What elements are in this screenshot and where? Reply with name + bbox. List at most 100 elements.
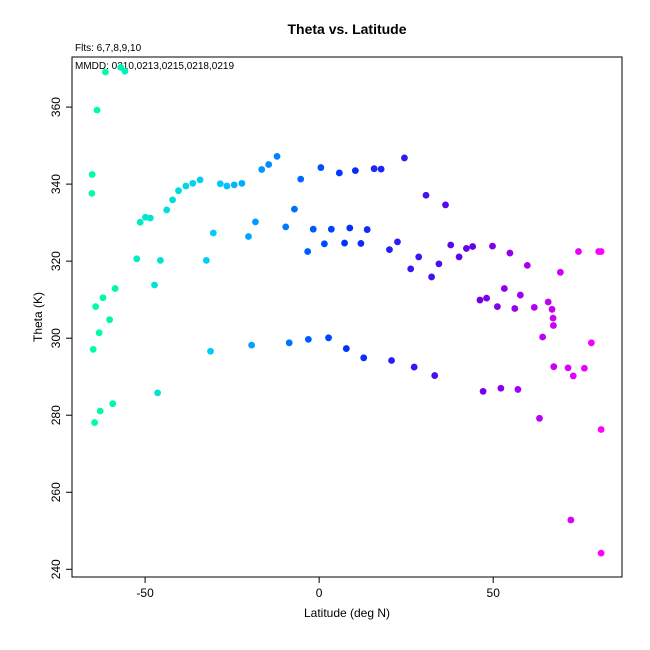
- data-point: [435, 260, 443, 268]
- data-point: [479, 387, 487, 395]
- data-point: [386, 246, 393, 253]
- data-point: [121, 67, 129, 75]
- data-point: [483, 294, 490, 302]
- data-point: [341, 239, 348, 247]
- data-points: [88, 64, 605, 557]
- data-point: [133, 255, 141, 263]
- data-point: [93, 106, 101, 114]
- data-point: [109, 400, 117, 408]
- data-point: [95, 329, 103, 337]
- data-point: [304, 335, 312, 343]
- data-point: [506, 249, 514, 257]
- data-point: [297, 175, 305, 183]
- data-point: [88, 171, 96, 178]
- data-point: [163, 206, 171, 214]
- data-point: [291, 205, 298, 213]
- data-point: [357, 240, 365, 247]
- y-tick-label: 300: [49, 328, 63, 348]
- data-point: [216, 180, 224, 188]
- data-point: [493, 303, 501, 310]
- y-tick-label: 280: [49, 405, 63, 425]
- data-point: [516, 291, 524, 299]
- axes: -50 0 50 240 260 280 300 320 340 360: [49, 97, 500, 600]
- data-point: [136, 218, 144, 226]
- data-point: [556, 268, 564, 276]
- data-point: [442, 201, 449, 209]
- data-point: [91, 419, 99, 426]
- data-point: [189, 179, 197, 187]
- data-point: [175, 187, 182, 195]
- y-tick-label: 240: [49, 559, 63, 579]
- data-point: [146, 214, 154, 222]
- data-point: [415, 253, 423, 261]
- data-point: [544, 298, 552, 306]
- data-point: [207, 347, 214, 355]
- data-point: [317, 164, 325, 171]
- data-point: [536, 414, 543, 422]
- data-point: [151, 281, 158, 289]
- data-point: [111, 285, 119, 292]
- data-point: [223, 182, 231, 190]
- data-point: [346, 224, 354, 232]
- data-point: [401, 154, 408, 162]
- data-point: [597, 549, 605, 557]
- data-point: [285, 339, 293, 347]
- data-point: [500, 285, 508, 292]
- data-point: [388, 357, 395, 364]
- data-point: [581, 364, 588, 372]
- x-tick-label: 0: [316, 586, 323, 600]
- data-point: [530, 303, 538, 311]
- y-axis-label: Theta (K): [31, 292, 45, 342]
- data-point: [431, 372, 439, 379]
- data-point: [96, 407, 104, 415]
- data-point: [230, 181, 238, 189]
- data-point: [550, 322, 557, 329]
- data-point: [209, 229, 217, 237]
- data-point: [157, 256, 164, 264]
- data-point: [489, 242, 496, 250]
- data-point: [422, 191, 430, 199]
- y-tick-label: 260: [49, 482, 63, 502]
- data-point: [88, 189, 96, 197]
- data-point: [550, 363, 558, 371]
- data-point: [238, 179, 246, 187]
- chart-subtitle: Flts: 6,7,8,9,10: [75, 43, 142, 54]
- x-tick-label: 50: [487, 586, 501, 600]
- data-point: [569, 372, 577, 380]
- chart-annotation: MMDD: 0210,0213,0215,0218,0219: [75, 61, 234, 72]
- data-point: [273, 152, 281, 160]
- data-point: [549, 314, 557, 322]
- chart-title: Theta vs. Latitude: [287, 21, 406, 37]
- data-point: [282, 223, 290, 231]
- data-point: [99, 294, 107, 302]
- data-point: [92, 303, 100, 310]
- data-point: [304, 248, 312, 255]
- x-axis-label: Latitude (deg N): [304, 606, 390, 620]
- data-point: [182, 182, 190, 190]
- data-point: [575, 248, 582, 255]
- data-point: [587, 339, 595, 347]
- data-point: [497, 384, 505, 392]
- data-point: [202, 256, 210, 264]
- data-point: [455, 253, 463, 261]
- data-point: [169, 196, 177, 204]
- data-point: [309, 225, 317, 233]
- data-point: [154, 389, 162, 397]
- data-point: [258, 166, 266, 173]
- data-point: [342, 345, 350, 352]
- data-point: [567, 516, 575, 524]
- data-point: [351, 167, 359, 175]
- y-tick-label: 340: [49, 174, 63, 194]
- data-point: [548, 305, 556, 313]
- data-point: [265, 161, 273, 168]
- data-point: [428, 273, 435, 281]
- y-tick-label: 360: [49, 97, 63, 117]
- data-point: [320, 240, 328, 248]
- y-tick-label: 320: [49, 251, 63, 271]
- data-point: [252, 218, 259, 226]
- data-point: [106, 316, 113, 324]
- data-point: [89, 345, 97, 353]
- data-point: [325, 334, 332, 342]
